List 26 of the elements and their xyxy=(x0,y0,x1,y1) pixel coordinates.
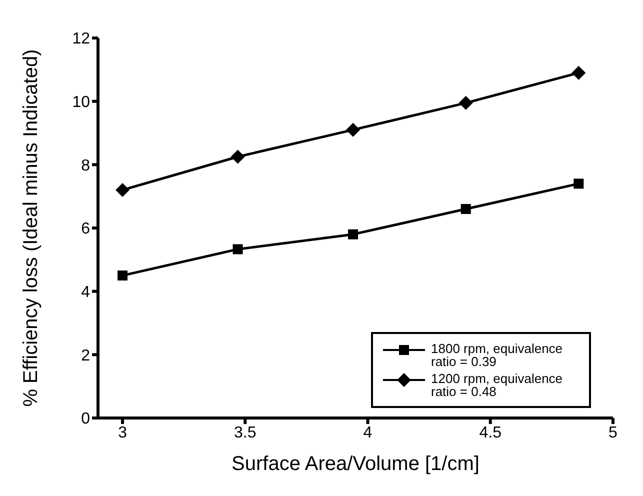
legend-label: 1200 rpm, equivalence ratio = 0.48 xyxy=(431,371,564,399)
y-tick-label: 4 xyxy=(81,284,90,302)
point xyxy=(232,244,243,254)
y-tick-label: 8 xyxy=(81,157,90,174)
point xyxy=(458,96,473,110)
point xyxy=(118,270,128,280)
point xyxy=(230,150,245,164)
point xyxy=(574,178,584,189)
point xyxy=(346,122,360,137)
point xyxy=(460,204,471,214)
y-tick-label: 10 xyxy=(72,94,90,112)
x-axis-title: Surface Area/Volume [1/cm] xyxy=(232,453,480,475)
x-tick-label: 3.5 xyxy=(234,424,256,442)
x-tick-label: 4.5 xyxy=(479,424,502,442)
x-tick-label: 5 xyxy=(608,424,618,442)
point xyxy=(572,66,586,80)
y-tick-label: 2 xyxy=(81,347,90,364)
point xyxy=(348,229,358,240)
x-tick-label: 4 xyxy=(363,424,372,442)
y-tick-label: 0 xyxy=(81,410,90,428)
y-tick-label: 12 xyxy=(72,30,90,48)
y-tick-label: 6 xyxy=(81,220,90,238)
x-tick-label: 3 xyxy=(118,424,128,442)
y-axis-title: % Efficiency loss (Ideal minus Indicated) xyxy=(20,49,42,407)
legend-label: 1800 rpm, equivalence ratio = 0.39 xyxy=(431,341,564,369)
point xyxy=(116,183,130,197)
